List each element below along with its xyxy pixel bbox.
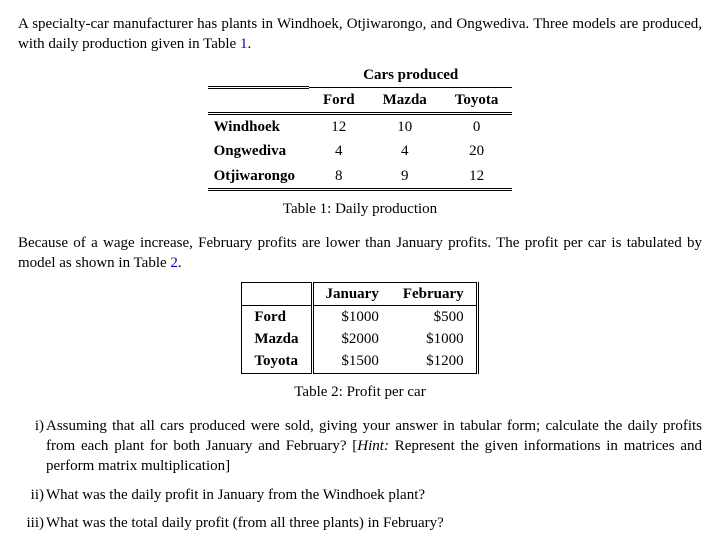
table2-container: January February Ford $1000 $500 Mazda $… [18,282,702,374]
production-table: Cars produced Ford Mazda Toyota Windhoek… [208,63,513,191]
table2-col-1: February [391,282,477,305]
table2-row-2-label: Toyota [242,350,312,373]
question-list: i) Assuming that all cars produced were … [18,416,702,533]
table2-row-1-label: Mazda [242,328,312,350]
question-text: What was the daily profit in January fro… [46,487,425,503]
table2-row-0-label: Ford [242,305,312,328]
question-item: iii) What was the total daily profit (fr… [46,513,702,533]
table1-col-1: Mazda [369,87,441,113]
table1-cell: 8 [309,164,369,190]
mid-text-a: Because of a wage increase, February pro… [18,235,702,271]
mid-text-b: . [178,255,182,271]
table2-cell: $500 [391,305,477,328]
table1-cell: 4 [309,139,369,163]
question-number: iii) [18,513,44,533]
intro-text-b: . [247,36,251,52]
question-item: ii) What was the daily profit in January… [46,485,702,505]
table1-super-header: Cars produced [309,63,512,88]
intro-paragraph: A specialty-car manufacturer has plants … [18,14,702,55]
table1-row-2-label: Otjiwarongo [208,164,309,190]
question-number: ii) [18,485,44,505]
table1-cell: 0 [441,114,513,140]
question-text: What was the total daily profit (from al… [46,515,444,531]
table2-cell: $1200 [391,350,477,373]
table1-cell: 20 [441,139,513,163]
table1-cell: 12 [441,164,513,190]
question-item: i) Assuming that all cars produced were … [46,416,702,477]
mid-paragraph: Because of a wage increase, February pro… [18,233,702,274]
table1-cell: 12 [309,114,369,140]
table2-cell: $1500 [312,350,391,373]
hint-label: Hint: [357,438,389,454]
table1-row-1-label: Ongwediva [208,139,309,163]
table2-cell: $2000 [312,328,391,350]
table1-caption: Table 1: Daily production [18,199,702,219]
table1-col-0: Ford [309,87,369,113]
table2-col-0: January [312,282,391,305]
intro-text-a: A specialty-car manufacturer has plants … [18,16,702,52]
table1-cell: 10 [369,114,441,140]
table1-row-0-label: Windhoek [208,114,309,140]
table1-cell: 4 [369,139,441,163]
table2-reference: 2 [170,255,178,271]
table1-cell: 9 [369,164,441,190]
table2-cell: $1000 [312,305,391,328]
question-number: i) [18,416,44,436]
table1-container: Cars produced Ford Mazda Toyota Windhoek… [18,63,702,191]
table1-col-2: Toyota [441,87,513,113]
table2-cell: $1000 [391,328,477,350]
table2-caption: Table 2: Profit per car [18,382,702,402]
profit-table: January February Ford $1000 $500 Mazda $… [241,282,478,374]
